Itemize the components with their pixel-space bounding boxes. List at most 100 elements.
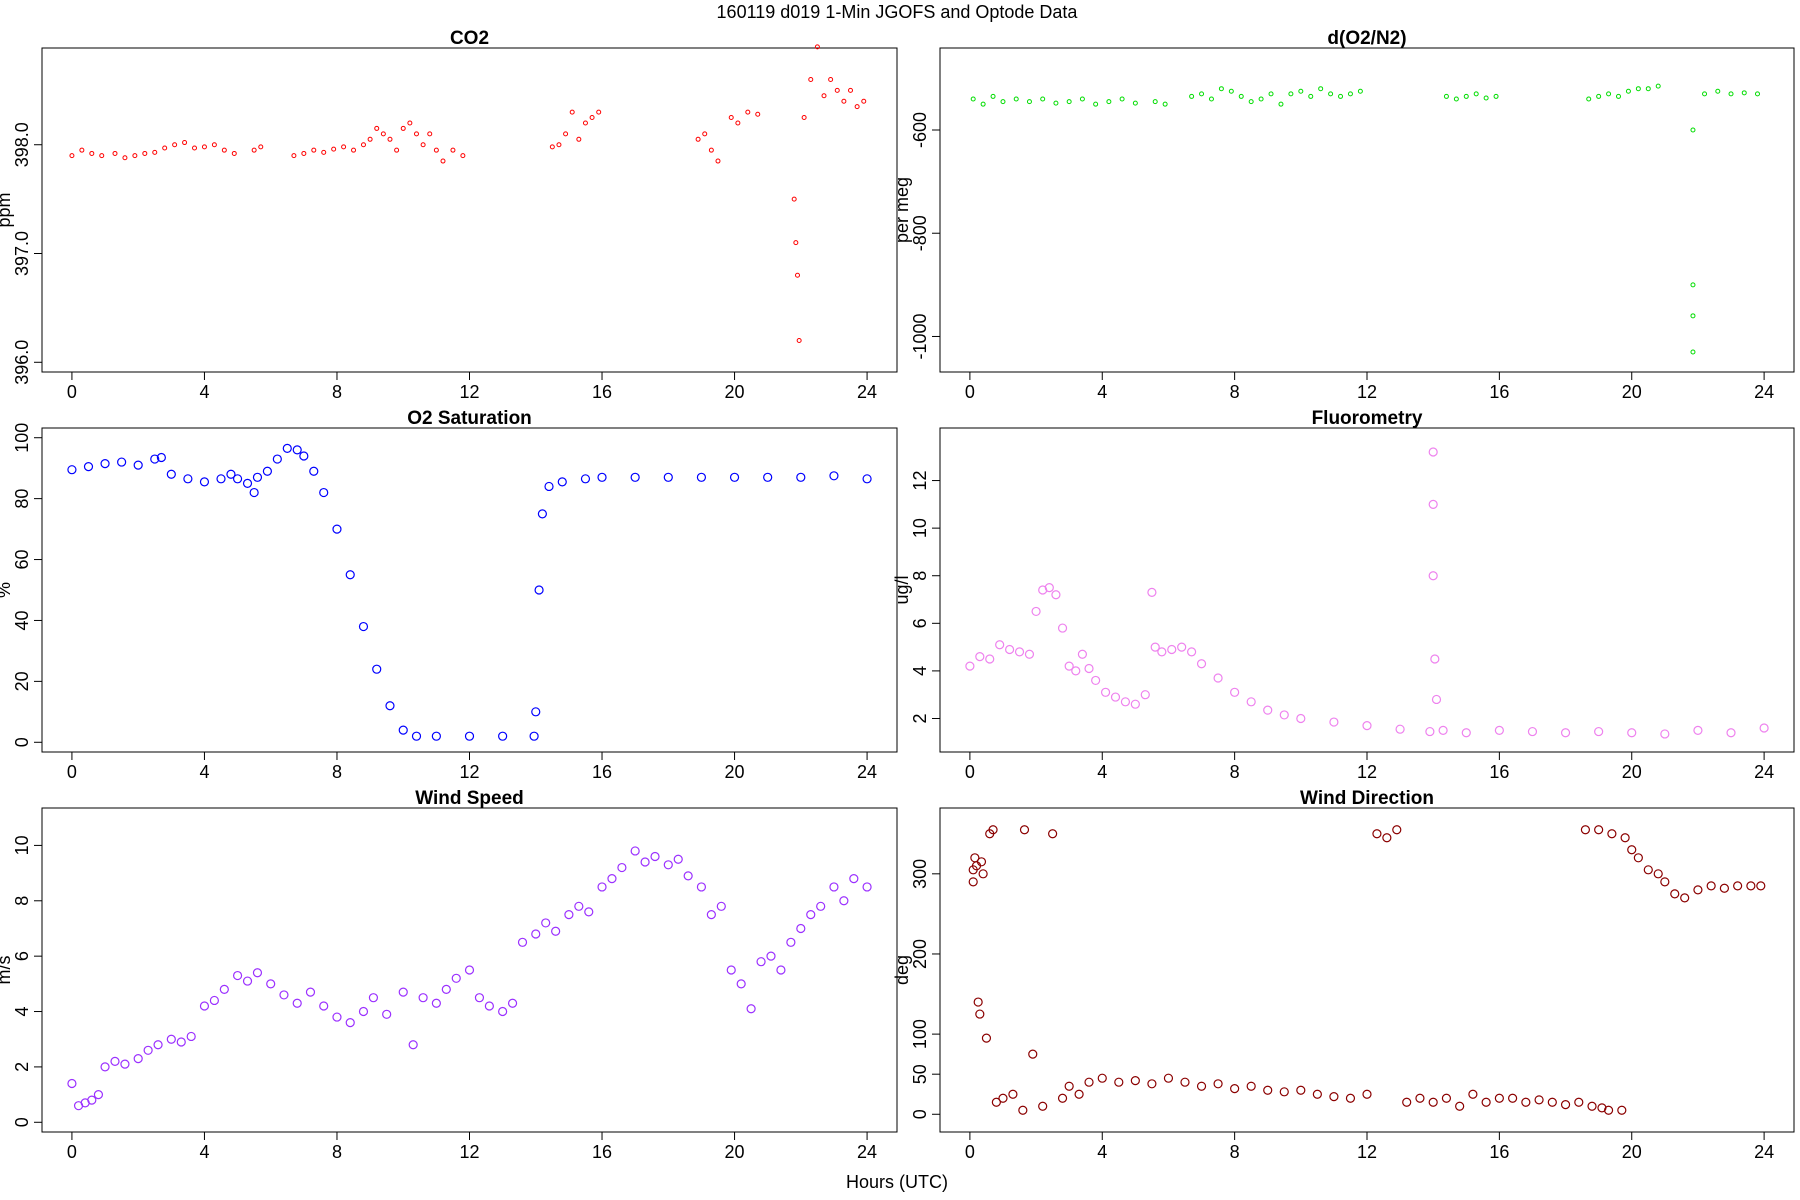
data-point bbox=[231, 150, 237, 156]
data-point bbox=[1263, 1085, 1273, 1095]
data-point bbox=[1328, 91, 1334, 97]
data-point bbox=[706, 910, 716, 920]
y-axis-label: % bbox=[0, 582, 14, 598]
data-point bbox=[1298, 88, 1304, 94]
data-point bbox=[582, 120, 588, 126]
data-point bbox=[1064, 1081, 1074, 1091]
data-point bbox=[796, 923, 806, 934]
data-point bbox=[299, 451, 309, 461]
data-point bbox=[142, 150, 148, 156]
data-point bbox=[345, 1018, 355, 1028]
x-tick-label: 4 bbox=[199, 382, 209, 402]
data-point bbox=[537, 509, 547, 519]
data-point bbox=[1428, 499, 1438, 509]
data-point bbox=[258, 144, 264, 150]
data-point bbox=[1026, 99, 1032, 105]
data-point bbox=[358, 621, 369, 632]
data-point bbox=[1521, 1097, 1531, 1107]
data-point bbox=[990, 93, 996, 99]
y-tick-label: 12 bbox=[910, 471, 930, 491]
data-point bbox=[1715, 88, 1721, 94]
data-point bbox=[1428, 447, 1438, 457]
data-point bbox=[816, 901, 826, 911]
data-point bbox=[133, 1053, 143, 1064]
data-point bbox=[968, 877, 978, 887]
data-point bbox=[420, 142, 426, 148]
data-point bbox=[1395, 724, 1405, 734]
data-point bbox=[1586, 96, 1592, 102]
y-tick-label: -600 bbox=[910, 112, 930, 148]
data-point bbox=[1177, 642, 1187, 652]
panel-co2: CO2 0 4 8 12 16 20 24 396.0 397.0 398.0 ppm bbox=[0, 28, 898, 402]
data-point bbox=[441, 984, 451, 994]
data-point bbox=[696, 472, 707, 482]
data-point bbox=[166, 1034, 176, 1044]
data-point bbox=[715, 158, 721, 164]
data-point bbox=[1746, 881, 1756, 891]
data-point bbox=[1372, 829, 1382, 839]
data-point bbox=[808, 76, 814, 82]
data-point bbox=[319, 487, 329, 498]
data-point bbox=[100, 1062, 110, 1072]
y-tick-label: 100 bbox=[910, 1019, 930, 1049]
data-point bbox=[839, 896, 849, 906]
data-point bbox=[1077, 649, 1088, 659]
x-tick-label: 24 bbox=[857, 1142, 877, 1162]
data-point bbox=[829, 471, 839, 481]
data-point bbox=[814, 44, 820, 50]
data-point bbox=[1627, 728, 1637, 738]
data-point bbox=[1643, 865, 1653, 875]
data-point bbox=[216, 474, 226, 484]
data-point bbox=[531, 707, 541, 717]
data-point bbox=[93, 1089, 104, 1100]
data-point bbox=[1706, 881, 1716, 891]
data-point bbox=[1008, 1089, 1018, 1099]
data-point bbox=[1196, 1081, 1207, 1091]
data-point bbox=[1189, 93, 1195, 99]
data-point bbox=[569, 109, 575, 115]
data-point bbox=[186, 1031, 196, 1042]
data-point bbox=[408, 1040, 418, 1050]
y-tick-label: 100 bbox=[12, 423, 32, 453]
data-point bbox=[1428, 1097, 1438, 1107]
x-tick-label: 24 bbox=[1754, 1142, 1774, 1162]
y-tick-label: 10 bbox=[910, 518, 930, 538]
data-point bbox=[87, 1095, 97, 1105]
data-point bbox=[262, 466, 272, 476]
data-point bbox=[841, 98, 847, 104]
figure-xlabel: Hours (UTC) bbox=[846, 1172, 948, 1192]
data-point bbox=[584, 907, 594, 917]
data-point bbox=[1547, 1097, 1557, 1107]
data-point bbox=[176, 1037, 186, 1047]
y-tick-label: 20 bbox=[12, 671, 32, 691]
data-point bbox=[1147, 587, 1157, 597]
y-tick-label: 10 bbox=[12, 835, 32, 855]
data-point bbox=[726, 965, 736, 975]
data-point bbox=[1097, 1073, 1107, 1083]
data-point bbox=[1013, 96, 1019, 102]
data-point bbox=[1162, 101, 1168, 107]
data-point bbox=[1468, 1089, 1478, 1099]
data-point bbox=[1594, 825, 1604, 835]
panel-title: Wind Direction bbox=[1300, 788, 1434, 809]
data-point bbox=[673, 854, 683, 864]
x-tick-label: 16 bbox=[1489, 1142, 1509, 1162]
data-point bbox=[311, 147, 317, 153]
data-point bbox=[1441, 1093, 1452, 1103]
data-point bbox=[1425, 726, 1435, 737]
data-point bbox=[580, 474, 591, 484]
data-point bbox=[735, 120, 741, 126]
data-point bbox=[849, 874, 859, 884]
data-point bbox=[507, 998, 518, 1008]
x-tick-label: 8 bbox=[1230, 382, 1240, 402]
data-point bbox=[1213, 1079, 1223, 1089]
data-point bbox=[450, 147, 456, 153]
data-point bbox=[172, 142, 178, 148]
data-point bbox=[736, 979, 746, 989]
data-point bbox=[517, 937, 528, 947]
data-point bbox=[1461, 728, 1471, 738]
data-point bbox=[1268, 91, 1274, 97]
data-point bbox=[232, 474, 243, 484]
x-tick-label: 12 bbox=[459, 1142, 479, 1162]
data-point bbox=[1733, 881, 1743, 891]
